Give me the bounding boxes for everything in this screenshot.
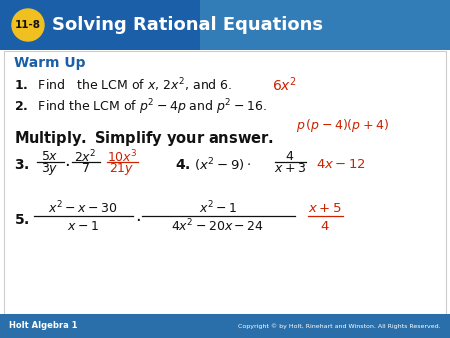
Text: $\mathbf{1.}$  Find   the LCM of $x$, $2x^2$, and 6.: $\mathbf{1.}$ Find the LCM of $x$, $2x^2…: [14, 76, 233, 94]
Text: $x + 5$: $x + 5$: [308, 201, 342, 215]
Text: Copyright © by Holt, Rinehart and Winston. All Rights Reserved.: Copyright © by Holt, Rinehart and Winsto…: [238, 323, 441, 329]
Text: $x - 1$: $x - 1$: [67, 219, 99, 233]
FancyBboxPatch shape: [0, 0, 450, 50]
Text: $4x-12$: $4x-12$: [316, 159, 366, 171]
Text: $3y$: $3y$: [41, 161, 59, 177]
Text: $p\,(p-4)(p+4)$: $p\,(p-4)(p+4)$: [296, 117, 389, 134]
Text: $\cdot$: $\cdot$: [135, 210, 141, 228]
Text: $\mathbf{5.}$: $\mathbf{5.}$: [14, 213, 30, 227]
Text: $\mathbf{2.}$  Find the LCM of $p^2 - 4p$ and $p^2 - 16$.: $\mathbf{2.}$ Find the LCM of $p^2 - 4p$…: [14, 97, 267, 117]
Text: $4$: $4$: [320, 219, 330, 233]
Text: $x^2 - x - 30$: $x^2 - x - 30$: [48, 200, 118, 216]
Text: Solving Rational Equations: Solving Rational Equations: [52, 16, 323, 34]
Text: $\mathbf{Multiply.\ Simplify\ your\ answer.}$: $\mathbf{Multiply.\ Simplify\ your\ answ…: [14, 128, 274, 147]
Text: $4x^2 - 20x - 24$: $4x^2 - 20x - 24$: [171, 218, 265, 234]
Text: $4$: $4$: [285, 150, 295, 164]
Text: 11-8: 11-8: [15, 20, 41, 30]
Text: $5x$: $5x$: [41, 150, 59, 164]
Circle shape: [12, 9, 44, 41]
Text: $\cdot$: $\cdot$: [64, 155, 70, 173]
Text: $x+3$: $x+3$: [274, 163, 306, 175]
Text: $\mathbf{4.}$: $\mathbf{4.}$: [175, 158, 190, 172]
Text: $x^2 - 1$: $x^2 - 1$: [199, 200, 237, 216]
Text: $6x^2$: $6x^2$: [272, 76, 297, 94]
Text: $\mathbf{3.}$: $\mathbf{3.}$: [14, 158, 30, 172]
Text: $\left(x^2 - 9\right)\cdot$: $\left(x^2 - 9\right)\cdot$: [194, 156, 251, 174]
Text: Warm Up: Warm Up: [14, 56, 86, 70]
FancyBboxPatch shape: [200, 0, 450, 50]
Text: $7$: $7$: [81, 163, 90, 175]
Text: $2x^2$: $2x^2$: [74, 149, 96, 165]
Text: $21y$: $21y$: [109, 161, 135, 177]
FancyBboxPatch shape: [4, 51, 446, 314]
Text: $10x^3$: $10x^3$: [107, 149, 137, 165]
Text: Holt Algebra 1: Holt Algebra 1: [9, 321, 77, 331]
FancyBboxPatch shape: [0, 314, 450, 338]
